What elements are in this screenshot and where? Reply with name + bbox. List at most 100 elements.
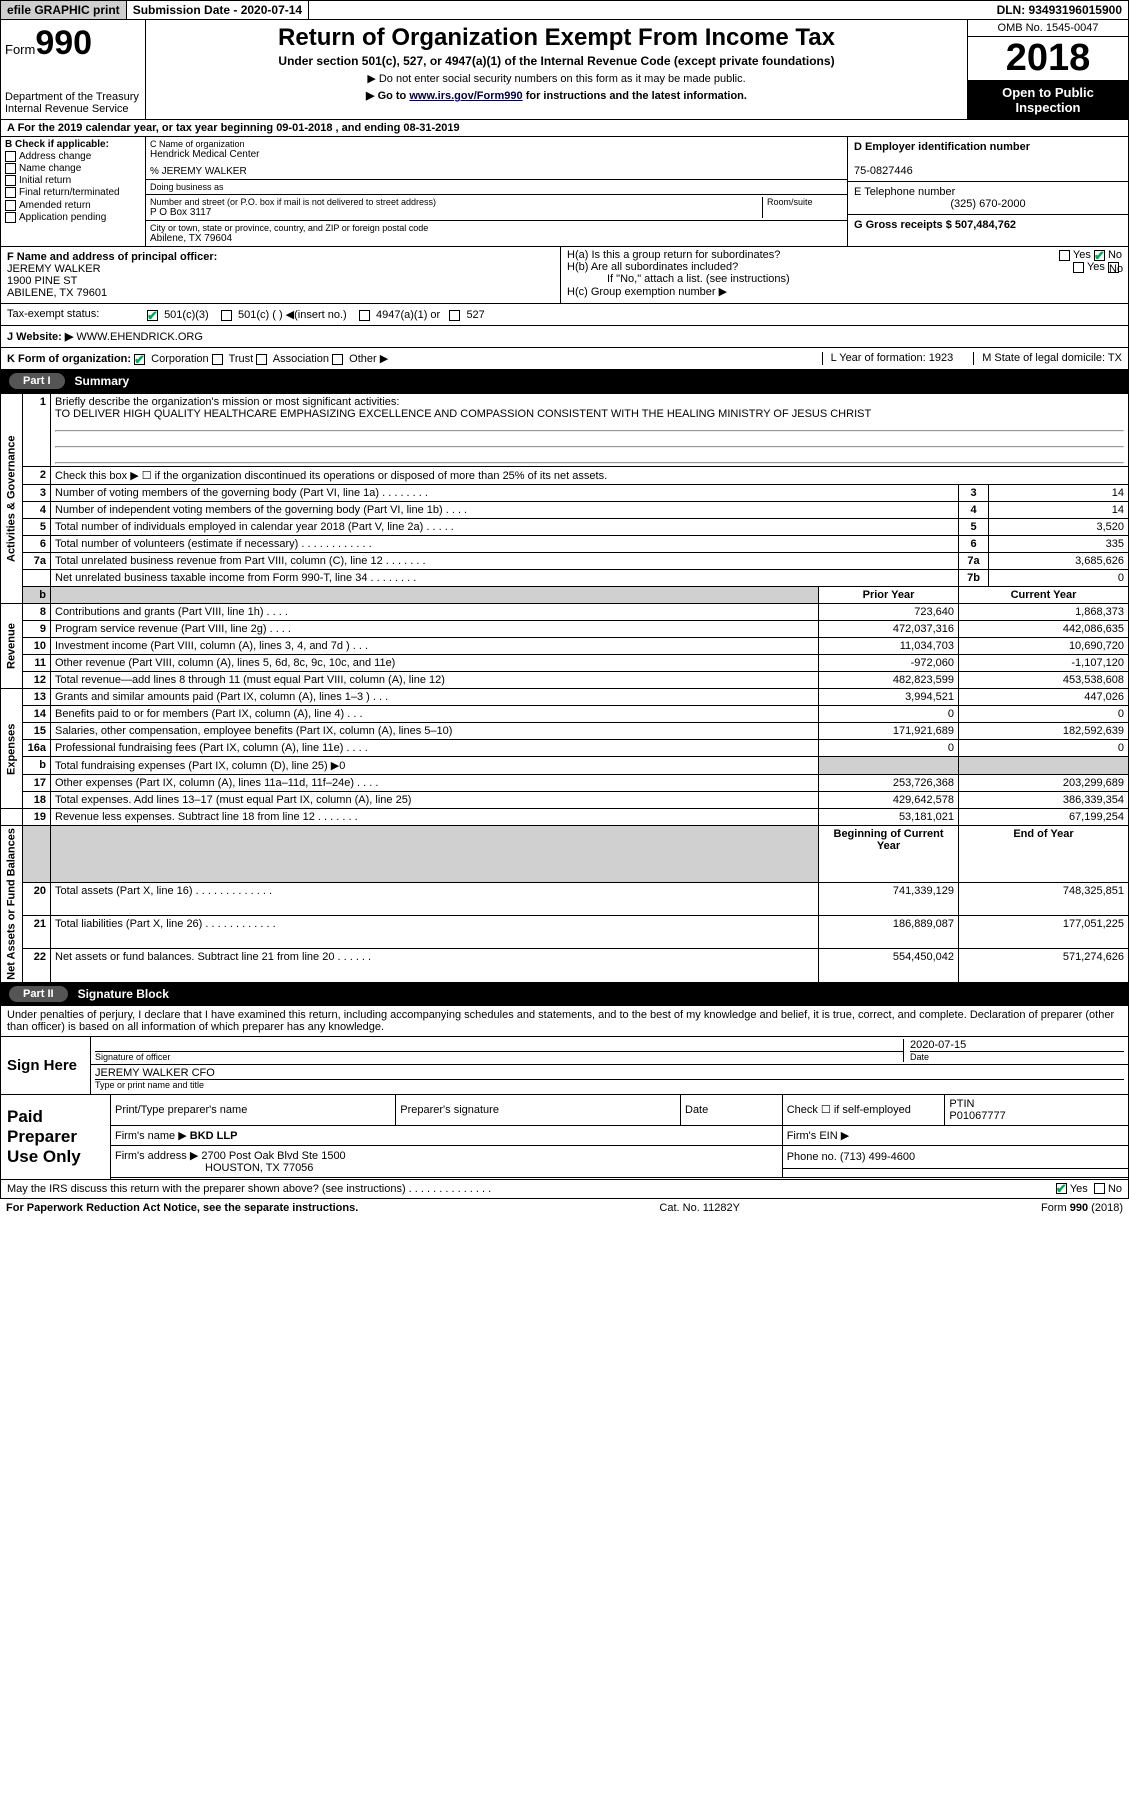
line16b: Total fundraising expenses (Part IX, col… [51, 757, 819, 775]
chk-trust[interactable] [212, 354, 223, 365]
header-line1: ▶ Do not enter social security numbers o… [154, 72, 959, 85]
line4: Number of independent voting members of … [51, 502, 959, 519]
form-header: Form990 Department of the Treasury Inter… [0, 20, 1129, 120]
care-of: % JEREMY WALKER [150, 166, 843, 177]
website-value: WWW.EHENDRICK.ORG [76, 331, 203, 343]
col-c-org: C Name of organization Hendrick Medical … [146, 137, 848, 246]
tax-status-row: Tax-exempt status: 501(c)(3) 501(c) ( ) … [0, 304, 1129, 326]
hc-label: H(c) Group exemption number ▶ [567, 285, 1122, 298]
chk-discuss-no[interactable] [1094, 1183, 1105, 1194]
hdr-end-year: End of Year [959, 826, 1129, 883]
chk-final-return[interactable]: Final return/terminated [5, 187, 141, 198]
row-a-tax-year: A For the 2019 calendar year, or tax yea… [0, 120, 1129, 137]
line17: Other expenses (Part IX, column (A), lin… [51, 775, 819, 792]
firm-name-row: Firm's name ▶ BKD LLP [111, 1125, 782, 1145]
line2: Check this box ▶ ☐ if the organization d… [51, 467, 1129, 485]
chk-4947[interactable] [359, 310, 370, 321]
city-label: City or town, state or province, country… [150, 223, 843, 233]
b-marker: b [23, 587, 51, 604]
line21: Total liabilities (Part X, line 26) . . … [51, 916, 819, 949]
ein-label: D Employer identification number [854, 141, 1030, 153]
part1-title: Summary [75, 374, 130, 388]
k-label: K Form of organization: [7, 353, 131, 365]
section-bcd: B Check if applicable: Address change Na… [0, 137, 1129, 246]
part1-num: Part I [9, 373, 65, 389]
chk-amended-return[interactable]: Amended return [5, 200, 141, 211]
ha-label: H(a) Is this a group return for subordin… [567, 249, 780, 261]
chk-527[interactable] [449, 310, 460, 321]
hdr-prior-year: Prior Year [819, 587, 959, 604]
line7a: Total unrelated business revenue from Pa… [51, 553, 959, 570]
irs-link[interactable]: www.irs.gov/Form990 [409, 90, 522, 102]
line22: Net assets or fund balances. Subtract li… [51, 949, 819, 982]
cat-number: Cat. No. 11282Y [659, 1202, 740, 1214]
part2-num: Part II [9, 986, 68, 1002]
website-row: J Website: ▶ WWW.EHENDRICK.ORG [0, 326, 1129, 348]
chk-corporation[interactable] [134, 354, 145, 365]
dba-label: Doing business as [146, 180, 847, 195]
sidebar-revenue: Revenue [1, 604, 23, 689]
sig-date: 2020-07-15 [910, 1039, 1124, 1051]
summary-table: Activities & Governance 1 Briefly descri… [0, 393, 1129, 983]
chk-other[interactable] [332, 354, 343, 365]
tax-year: 2018 [968, 37, 1128, 81]
line3: Number of voting members of the governin… [51, 485, 959, 502]
chk-application-pending[interactable]: Application pending [5, 212, 141, 223]
chk-discuss-yes[interactable] [1056, 1183, 1067, 1194]
chk-address-change[interactable]: Address change [5, 151, 141, 162]
line6: Total number of volunteers (estimate if … [51, 536, 959, 553]
dln: DLN: 93493196015900 [991, 1, 1128, 19]
perjury-statement: Under penalties of perjury, I declare th… [0, 1006, 1129, 1037]
form-title: Return of Organization Exempt From Incom… [154, 24, 959, 52]
hdr-current-year: Current Year [959, 587, 1129, 604]
footer-row: For Paperwork Reduction Act Notice, see … [0, 1199, 1129, 1217]
line13: Grants and similar amounts paid (Part IX… [51, 689, 819, 706]
top-bar: efile GRAPHIC print Submission Date - 20… [0, 0, 1129, 20]
org-name: Hendrick Medical Center [150, 149, 843, 160]
open-to-public: Open to Public Inspection [968, 81, 1128, 119]
officer-addr2: ABILENE, TX 79601 [7, 287, 107, 299]
form-number: Form990 [5, 24, 141, 63]
form-num: 990 [35, 24, 92, 62]
korg-row: K Form of organization: Corporation Trus… [0, 348, 1129, 370]
c-name-label: C Name of organization [150, 139, 843, 149]
col-b-checkboxes: B Check if applicable: Address change Na… [1, 137, 146, 246]
sign-here-label: Sign Here [1, 1037, 91, 1094]
sign-here-block: Sign Here Signature of officer 2020-07-1… [0, 1037, 1129, 1095]
chk-501c3[interactable] [147, 310, 158, 321]
part2-header: Part II Signature Block [0, 983, 1129, 1006]
sig-officer-label: Signature of officer [95, 1051, 903, 1062]
chk-501c[interactable] [221, 310, 232, 321]
chk-association[interactable] [256, 354, 267, 365]
paid-preparer-block: Paid Preparer Use Only Print/Type prepar… [0, 1095, 1129, 1180]
header-left: Form990 Department of the Treasury Inter… [1, 20, 146, 119]
header-title-block: Return of Organization Exempt From Incom… [146, 20, 968, 119]
typed-name-label: Type or print name and title [95, 1079, 1124, 1090]
paid-preparer-label: Paid Preparer Use Only [1, 1095, 111, 1179]
sig-date-label: Date [910, 1051, 1124, 1062]
line16a: Professional fundraising fees (Part IX, … [51, 740, 819, 757]
f-label: F Name and address of principal officer: [7, 251, 217, 263]
hb-note: If "No," attach a list. (see instruction… [567, 273, 1122, 285]
discuss-row: May the IRS discuss this return with the… [0, 1180, 1129, 1199]
room-suite-label: Room/suite [763, 197, 843, 218]
chk-initial-return[interactable]: Initial return [5, 175, 141, 186]
header-right: OMB No. 1545-0047 2018 Open to Public In… [968, 20, 1128, 119]
tel-value: (325) 670-2000 [854, 198, 1122, 210]
principal-officer: F Name and address of principal officer:… [1, 247, 561, 303]
prep-name-label: Print/Type preparer's name [111, 1095, 396, 1126]
officer-name: JEREMY WALKER [7, 263, 101, 275]
line12: Total revenue—add lines 8 through 11 (mu… [51, 672, 819, 689]
ein-value: 75-0827446 [854, 165, 913, 177]
dept-treasury: Department of the Treasury Internal Reve… [5, 91, 141, 115]
line20: Total assets (Part X, line 16) . . . . .… [51, 882, 819, 915]
tax-status-label: Tax-exempt status: [7, 308, 147, 321]
line11: Other revenue (Part VIII, column (A), li… [51, 655, 819, 672]
line19: Revenue less expenses. Subtract line 18 … [51, 809, 819, 826]
sidebar-expenses: Expenses [1, 689, 23, 809]
part1-header: Part I Summary [0, 370, 1129, 393]
discuss-text: May the IRS discuss this return with the… [7, 1183, 491, 1195]
org-city: Abilene, TX 79604 [150, 233, 843, 244]
chk-name-change[interactable]: Name change [5, 163, 141, 174]
l2-post: for instructions and the latest informat… [523, 90, 747, 102]
